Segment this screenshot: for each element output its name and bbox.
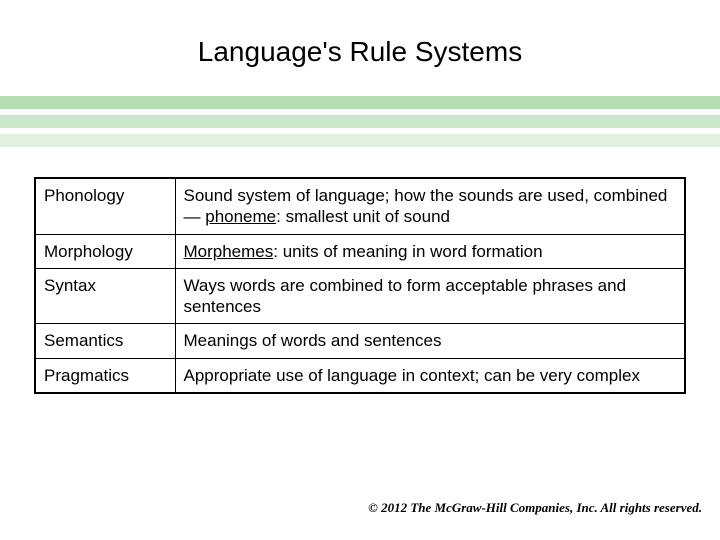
table-row: Morphology Morphemes: units of meaning i… xyxy=(35,234,685,268)
definition-cell: Morphemes: units of meaning in word form… xyxy=(175,234,685,268)
slide-title: Language's Rule Systems xyxy=(0,0,720,96)
def-pre: Ways words are combined to form acceptab… xyxy=(184,276,627,316)
definition-cell: Ways words are combined to form acceptab… xyxy=(175,268,685,324)
rule-systems-table: Phonology Sound system of language; how … xyxy=(34,177,686,394)
definition-cell: Sound system of language; how the sounds… xyxy=(175,178,685,234)
definition-cell: Meanings of words and sentences xyxy=(175,324,685,358)
table-row: Phonology Sound system of language; how … xyxy=(35,178,685,234)
term-cell: Morphology xyxy=(35,234,175,268)
definition-cell: Appropriate use of language in context; … xyxy=(175,358,685,393)
def-post: : smallest unit of sound xyxy=(276,207,450,226)
table-row: Syntax Ways words are combined to form a… xyxy=(35,268,685,324)
table-row: Pragmatics Appropriate use of language i… xyxy=(35,358,685,393)
term-cell: Syntax xyxy=(35,268,175,324)
def-underline: phoneme xyxy=(205,207,276,226)
band-1 xyxy=(0,96,720,109)
band-2 xyxy=(0,115,720,128)
band-3 xyxy=(0,134,720,147)
table-container: Phonology Sound system of language; how … xyxy=(0,153,720,394)
def-pre: Appropriate use of language in context; … xyxy=(184,366,640,385)
table-row: Semantics Meanings of words and sentence… xyxy=(35,324,685,358)
def-post: : units of meaning in word formation xyxy=(273,242,542,261)
decorative-bands xyxy=(0,96,720,147)
def-pre: Meanings of words and sentences xyxy=(184,331,442,350)
def-underline: Morphemes xyxy=(184,242,274,261)
term-cell: Phonology xyxy=(35,178,175,234)
copyright-footer: © 2012 The McGraw-Hill Companies, Inc. A… xyxy=(368,500,702,516)
term-cell: Pragmatics xyxy=(35,358,175,393)
term-cell: Semantics xyxy=(35,324,175,358)
